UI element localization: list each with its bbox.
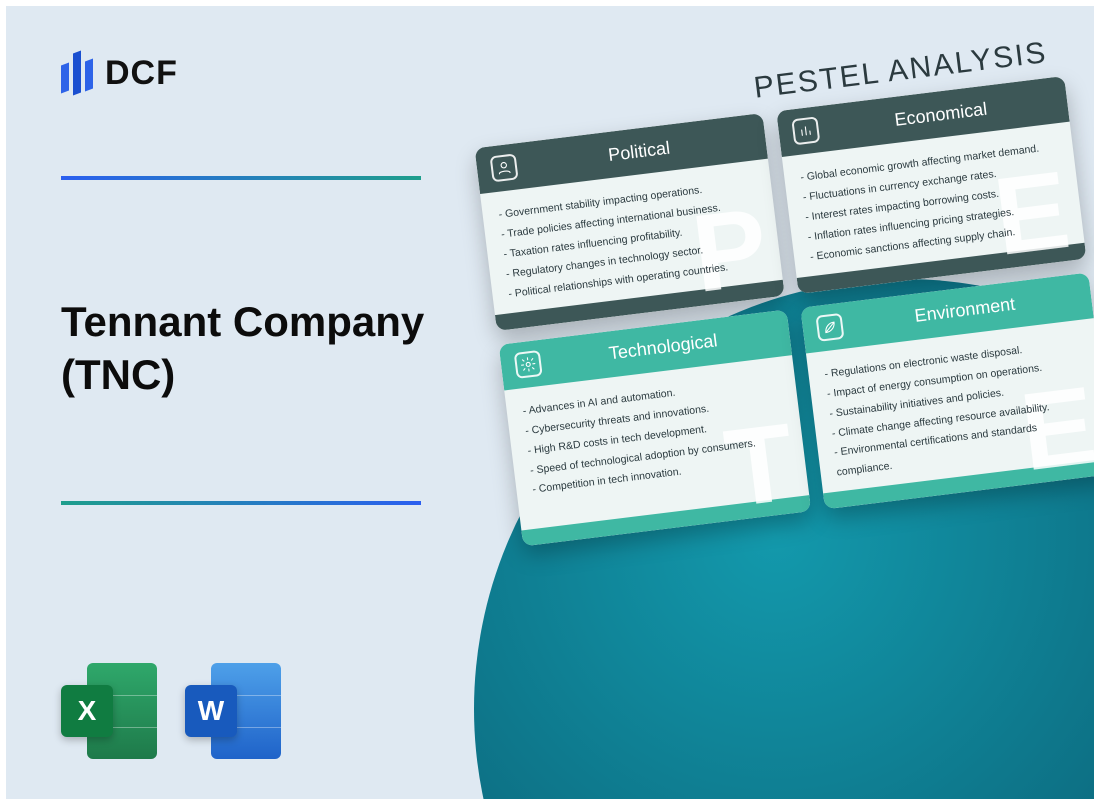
brand-logo-mark [61,46,95,100]
page-title: Tennant Company (TNC) [61,296,501,401]
excel-badge-letter: X [61,685,113,737]
excel-icon: X [61,663,157,759]
file-icon-row: X W [61,663,281,759]
bars-icon [791,116,820,145]
divider-bottom [61,501,421,505]
person-icon [490,153,519,182]
word-badge-letter: W [185,685,237,737]
leaf-icon [815,313,844,342]
word-icon: W [185,663,281,759]
brand-name: DCF [105,54,178,93]
divider-top [61,176,421,180]
slide-canvas: DCF Tennant Company (TNC) X W PESTEL ANA… [6,6,1094,799]
pestel-cluster: PESTEL ANALYSIS PoliticalGovernment stab… [469,29,1094,547]
gear-icon [514,350,543,379]
pestel-card-political: PoliticalGovernment stability impacting … [474,113,784,331]
pestel-card-environment: EnvironmentRegulations on electronic was… [800,272,1094,509]
pestel-card-technological: TechnologicalAdvances in AI and automati… [499,309,812,546]
pestel-card-economical: EconomicalGlobal economic growth affecti… [776,76,1086,294]
brand-logo: DCF [61,46,178,100]
pestel-grid: PoliticalGovernment stability impacting … [474,70,1094,546]
